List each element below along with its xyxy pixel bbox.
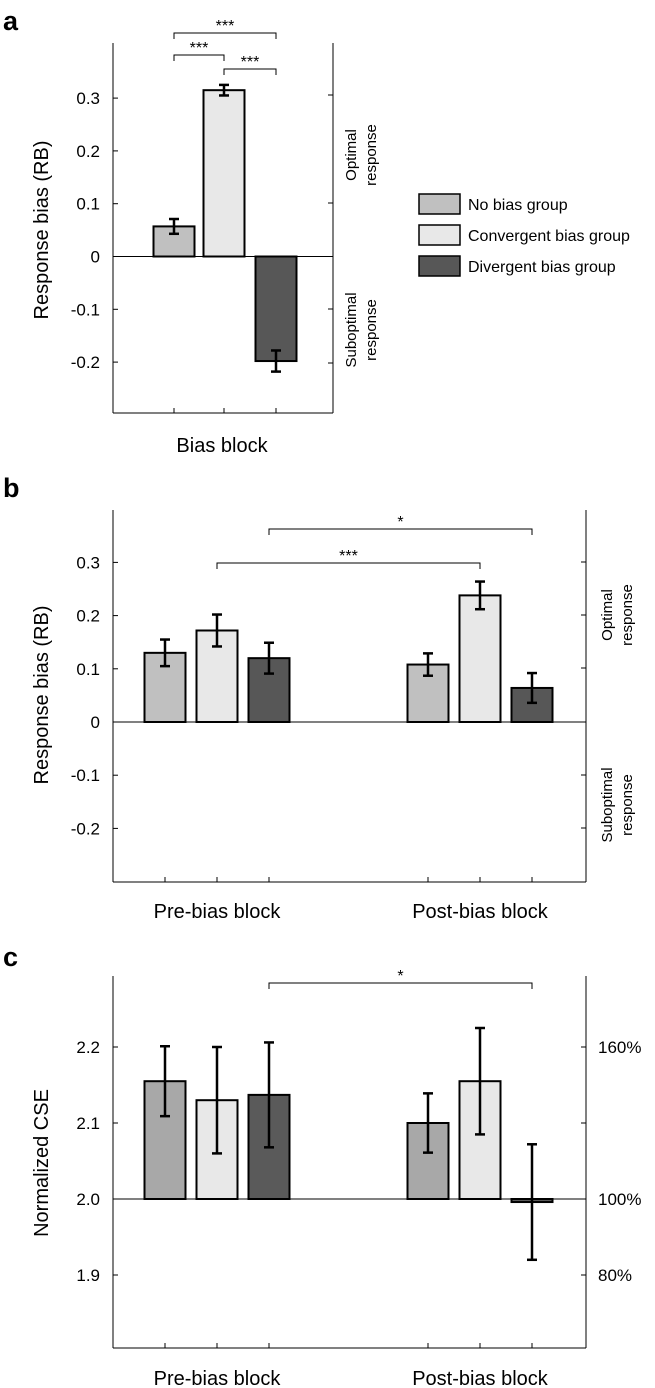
legend-swatch-divergent xyxy=(418,255,461,277)
panel-c-right-tick-label: 100% xyxy=(598,1190,641,1209)
panel-b-significance-bracket xyxy=(268,528,533,535)
panel-b-ytick-label: -0.1 xyxy=(71,766,100,785)
panel-a-suboptimal-response-label: response xyxy=(363,299,380,361)
panel-a-optimal-label: Optimal xyxy=(343,129,360,181)
panel-a-bar xyxy=(254,255,298,363)
legend-label-convergent: Convergent bias group xyxy=(468,228,630,245)
panel-b-significance-label: *** xyxy=(339,548,358,565)
panel-a-significance-bracket xyxy=(173,54,225,61)
panel-b-significance-label: * xyxy=(397,514,403,531)
panel-c-right-tick-label: 160% xyxy=(598,1038,641,1057)
panel-b-optimal-label: Optimal xyxy=(599,589,616,641)
panel-b-ytick-label: 0.2 xyxy=(76,607,100,626)
panel-letter-a: a xyxy=(3,6,19,36)
panel-c-ytick-label: 1.9 xyxy=(76,1266,100,1285)
panel-letter-c: c xyxy=(3,942,18,972)
panel-a-significance-label: *** xyxy=(216,18,235,35)
panel-a-suboptimal-label: Suboptimal xyxy=(343,292,360,367)
panel-c-ytick-label: 2.1 xyxy=(76,1114,100,1133)
panel-a-ytick-label: 0.2 xyxy=(76,142,100,161)
panel-a-ytick-label: 0 xyxy=(91,248,100,267)
panel-a-bar xyxy=(202,89,246,258)
panel-c-significance-label: * xyxy=(397,968,403,985)
panel-b-suboptimal-label: Suboptimal xyxy=(599,767,616,842)
panel-b-ylabel: Response bias (RB) xyxy=(31,606,53,785)
panel-b-ytick-label: 0.1 xyxy=(76,660,100,679)
panel-a-optimal-response-label: response xyxy=(363,124,380,186)
panel-c-ytick-label: 2.0 xyxy=(76,1190,100,1209)
panel-b-bar xyxy=(458,594,502,723)
legend-label-divergent: Divergent bias group xyxy=(468,259,616,276)
panel-a-ytick-label: 0.1 xyxy=(76,195,100,214)
plot-layer: 0.3 0.2 0.1 0 -0.1 -0.2 *** *** *** 0.3 0.2 0.1 0 -0.… xyxy=(71,18,641,1349)
panel-b-category-pre: Pre-bias block xyxy=(154,901,282,923)
panel-b-optimal-response-label: response xyxy=(619,584,636,646)
panel-c-category-pre: Pre-bias block xyxy=(154,1368,282,1388)
legend-swatch-convergent xyxy=(418,224,461,246)
panel-a-ylabel: Response bias (RB) xyxy=(31,141,53,320)
panel-a-significance-bracket xyxy=(173,32,277,39)
panel-b-ytick-label: 0.3 xyxy=(76,553,100,572)
panel-b-significance-bracket xyxy=(216,562,481,569)
panel-c-ytick-label: 2.2 xyxy=(76,1038,100,1057)
panel-a-significance-label: *** xyxy=(190,40,209,57)
panel-a-significance-bracket xyxy=(223,68,277,75)
panel-b-ytick-label: -0.2 xyxy=(71,819,100,838)
panel-letter-b: b xyxy=(3,473,20,503)
panel-a-xlabel: Bias block xyxy=(176,435,268,457)
panel-a-significance-label: *** xyxy=(241,54,260,71)
panel-c-ylabel: Normalized CSE xyxy=(31,1089,53,1237)
legend: No bias group Convergent bias group Dive… xyxy=(418,193,630,277)
panel-a-ytick-label: -0.1 xyxy=(71,300,100,319)
panel-b-ytick-label: 0 xyxy=(91,713,100,732)
panel-b-category-post: Post-bias block xyxy=(412,901,549,923)
panel-c-category-post: Post-bias block xyxy=(412,1368,549,1388)
legend-label-no-bias: No bias group xyxy=(468,197,568,214)
panel-b-suboptimal-response-label: response xyxy=(619,774,636,836)
panel-a-ytick-label: -0.2 xyxy=(71,353,100,372)
panel-c-significance-bracket xyxy=(268,982,533,989)
panel-a-ytick-label: 0.3 xyxy=(76,89,100,108)
panel-c-right-tick-label: 80% xyxy=(598,1266,632,1285)
legend-swatch-no-bias xyxy=(418,193,461,215)
